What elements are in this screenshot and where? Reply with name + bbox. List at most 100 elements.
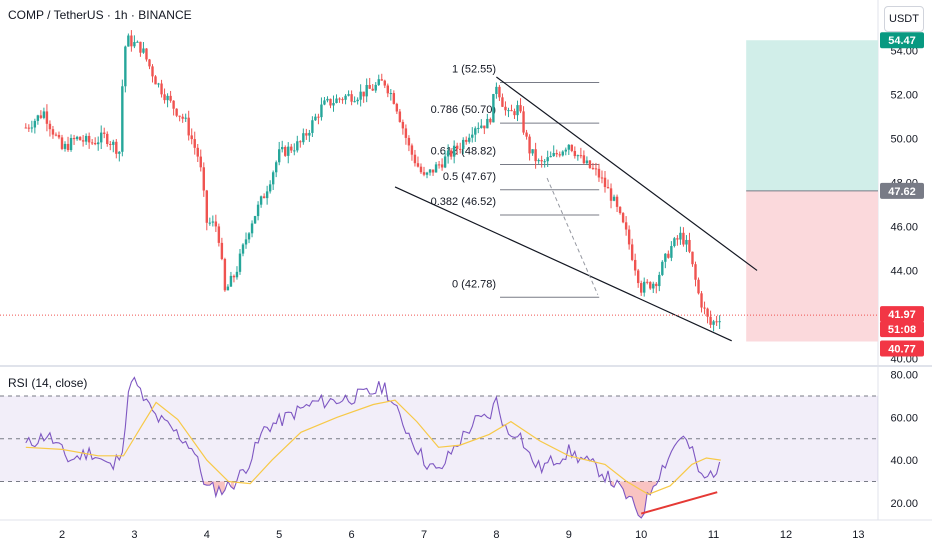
- candle-body: [621, 213, 625, 223]
- price-badges: 54.47 47.62 41.97 51:08 40.77: [880, 32, 924, 357]
- time-axis-tick: 5: [276, 529, 282, 541]
- candle-body: [431, 169, 435, 173]
- fib-level-label: 0.5 (47.67): [443, 171, 496, 183]
- candle-body: [537, 160, 540, 162]
- candle-body: [302, 133, 305, 143]
- candle-body: [437, 164, 441, 166]
- candle-body: [362, 91, 365, 97]
- candle-body: [187, 117, 190, 136]
- candle-body: [241, 244, 245, 254]
- candle-body: [371, 88, 374, 91]
- candle-body: [317, 116, 320, 118]
- time-axis-tick: 8: [493, 529, 499, 541]
- candle-body: [588, 160, 592, 168]
- candle-body: [223, 259, 227, 291]
- candle-body: [106, 133, 109, 145]
- candle-body: [199, 156, 202, 168]
- candle-body: [570, 144, 574, 151]
- rsi-oversold-fill: [611, 481, 615, 488]
- candle-body: [585, 160, 589, 164]
- last-price-badge-label: 41.97: [888, 309, 916, 321]
- candle-body: [281, 146, 284, 150]
- currency-button[interactable]: USDT: [884, 6, 924, 32]
- candle-body: [326, 98, 329, 101]
- rsi-oversold-fill: [620, 481, 657, 518]
- candle-body: [507, 110, 510, 112]
- candle-body: [540, 160, 543, 162]
- price-axis-tick: 50.00: [890, 134, 918, 146]
- candle-body: [344, 95, 347, 100]
- candle-body: [640, 283, 643, 293]
- candle-body: [504, 106, 507, 111]
- candle-body: [250, 223, 254, 234]
- candle-body: [468, 137, 471, 142]
- candle-body: [211, 221, 215, 223]
- candle-body: [486, 118, 489, 129]
- candle-body: [618, 206, 622, 214]
- candle-body: [452, 145, 456, 157]
- candle-body: [425, 172, 429, 175]
- entry-badge: [880, 182, 924, 199]
- candle-body: [293, 150, 296, 152]
- candle-body: [377, 79, 380, 85]
- candle-body: [576, 155, 580, 157]
- time-axis-tick: 12: [780, 529, 792, 541]
- candle-body: [265, 191, 269, 199]
- rsi-axis-tick: 20.00: [890, 498, 918, 510]
- fib-level-label: 0.382 (46.52): [431, 196, 496, 208]
- candle-body: [383, 80, 386, 86]
- rsi-title: RSI (14, close): [8, 376, 88, 390]
- candle-body: [636, 270, 640, 284]
- bullish-divergence-line[interactable]: [640, 491, 718, 515]
- time-axis-tick: 4: [204, 529, 210, 541]
- candle-body: [127, 35, 130, 47]
- rsi-ma-line[interactable]: [25, 399, 721, 495]
- time-axis-tick: 11: [708, 529, 719, 541]
- candle-body: [718, 321, 721, 323]
- wedge-upper-trendline[interactable]: [496, 76, 758, 271]
- candle-body: [84, 135, 88, 142]
- candle-body: [157, 83, 160, 85]
- countdown-badge-label: 51:08: [888, 324, 916, 336]
- candle-body: [190, 135, 193, 140]
- rsi-indicator[interactable]: [0, 376, 878, 519]
- candle-body: [262, 196, 266, 199]
- candle-body: [419, 166, 423, 173]
- candle-body: [368, 84, 371, 89]
- candle-body: [100, 132, 103, 143]
- candle-body: [63, 143, 67, 149]
- candle-body: [682, 232, 685, 245]
- time-axis-tick: 9: [566, 529, 572, 541]
- rsi-line[interactable]: [25, 376, 721, 519]
- candle-body: [495, 86, 498, 95]
- candle-body: [709, 316, 712, 325]
- candle-body: [175, 108, 178, 116]
- candle-body: [661, 261, 664, 275]
- position-tool[interactable]: [746, 40, 878, 342]
- candle-body: [579, 155, 583, 157]
- time-axis[interactable]: 2 3 4 5 6 7 8 9 10 11 12 13: [59, 529, 865, 541]
- candle-body: [534, 149, 537, 162]
- candle-body: [60, 137, 64, 149]
- candle-body: [220, 242, 224, 260]
- candle-body: [380, 79, 383, 81]
- candle-body: [446, 150, 450, 157]
- candle-body: [259, 196, 263, 205]
- loss-zone[interactable]: [746, 190, 878, 342]
- candle-body: [652, 283, 655, 289]
- candle-body: [670, 246, 673, 258]
- candle-body: [214, 221, 218, 227]
- candle-body: [133, 42, 136, 47]
- candle-body: [166, 95, 169, 101]
- price-axis-tick: 44.00: [890, 265, 918, 277]
- countdown-badge: [880, 321, 924, 338]
- candle-body: [564, 149, 567, 152]
- rsi-axis[interactable]: 80.00 60.00 40.00 20.00: [890, 370, 918, 510]
- projection-dashed-line[interactable]: [546, 177, 599, 295]
- candle-body: [163, 94, 166, 101]
- candle-body: [597, 168, 601, 178]
- candle-body: [356, 99, 359, 102]
- candle-body: [374, 84, 377, 91]
- profit-zone[interactable]: [746, 40, 878, 191]
